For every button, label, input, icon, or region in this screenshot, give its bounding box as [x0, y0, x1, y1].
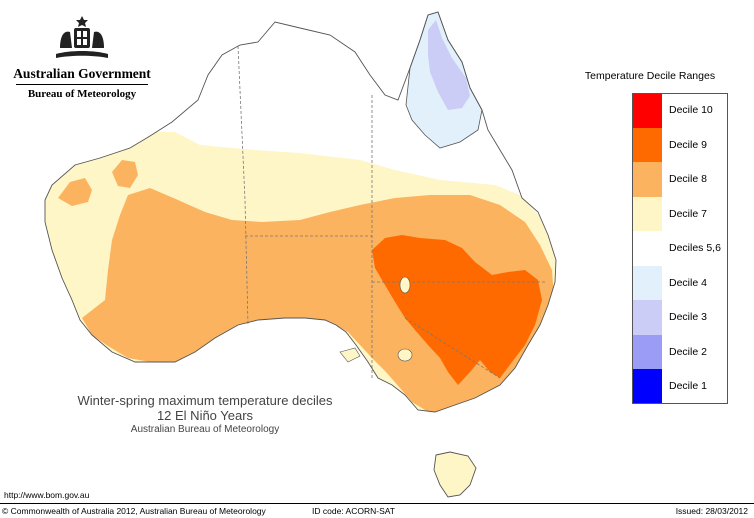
legend-swatch	[632, 265, 662, 300]
tasmania	[433, 451, 477, 498]
legend-label: Decile 7	[669, 207, 707, 220]
legend-swatch	[632, 127, 662, 162]
footer-id-code: ID code: ACORN-SAT	[312, 506, 395, 516]
legend-label: Decile 9	[669, 138, 707, 151]
legend-swatch	[632, 162, 662, 197]
footer-issued-date: Issued: 28/03/2012	[675, 506, 748, 516]
legend-swatch	[632, 93, 662, 128]
legend-title: Temperature Decile Ranges	[584, 70, 716, 82]
kangaroo-island	[339, 347, 361, 363]
decile-9-region	[372, 235, 542, 385]
legend-label: Decile 3	[669, 311, 707, 323]
mainland-coastline	[44, 11, 557, 413]
caption-line-3: Australian Bureau of Meteorology	[130, 424, 280, 435]
caption-line-2: 12 El Niño Years	[156, 408, 254, 423]
lake-eyre	[399, 276, 411, 294]
legend-label: Decile 8	[669, 173, 707, 185]
coat-of-arms-icon	[56, 16, 108, 58]
decile-8-west-patch	[58, 178, 92, 206]
legend-label: Decile 4	[669, 276, 707, 289]
state-borders	[237, 45, 545, 380]
legend-swatch	[632, 334, 662, 369]
legend-label: Decile 2	[669, 345, 707, 358]
bureau-name: Bureau of Meteorology	[27, 88, 137, 100]
decile-8-kimberley-patch	[112, 160, 138, 188]
lake-torrens	[397, 348, 413, 362]
legend-swatch	[632, 231, 662, 266]
legend-swatch	[632, 300, 662, 335]
decile-3-region	[428, 20, 470, 110]
branding-divider	[16, 84, 148, 85]
government-name: Australian Government	[13, 66, 151, 81]
legend-swatch	[632, 196, 662, 231]
caption-line-1: Winter-spring maximum temperature decile…	[77, 393, 333, 408]
legend-label: Deciles 5,6	[669, 242, 721, 254]
legend-label: Decile 1	[669, 380, 707, 392]
map-caption: Winter-spring maximum temperature decile…	[55, 393, 355, 436]
footer-divider	[0, 503, 754, 504]
bom-url-link[interactable]: http://www.bom.gov.au	[4, 490, 90, 500]
government-branding: Australian Government Bureau of Meteorol…	[12, 14, 152, 101]
footer-copyright: © Commonwealth of Australia 2012, Austra…	[2, 506, 266, 516]
legend-swatch	[632, 369, 662, 404]
legend-label: Decile 10	[669, 104, 713, 116]
